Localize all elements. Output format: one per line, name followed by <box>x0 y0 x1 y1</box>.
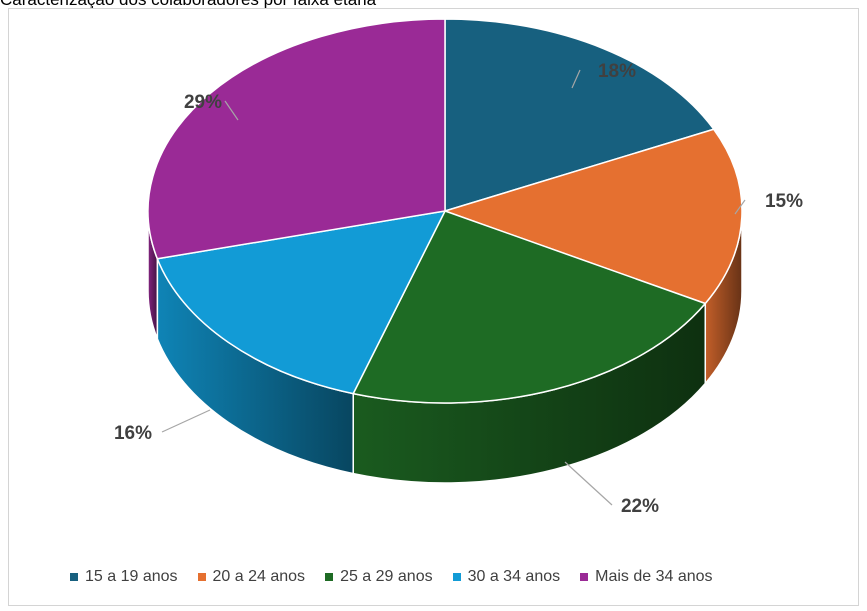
leader-line-0 <box>571 69 581 89</box>
leader-line-2 <box>564 461 613 506</box>
legend-swatch <box>452 573 461 581</box>
data-label-2: 22% <box>621 496 659 517</box>
leader-line-4 <box>224 100 239 121</box>
pie-slice-4 <box>147 18 446 260</box>
pie-slice-1 <box>444 128 743 305</box>
legend-label: 15 a 19 anos <box>85 568 178 585</box>
legend-swatch <box>325 573 334 581</box>
legend-label: 20 a 24 anos <box>212 568 306 585</box>
legend-item-34-plus: Mais de 34 anos <box>580 568 713 586</box>
leader-line-3 <box>161 409 211 433</box>
legend-item-30-34: 30 a 34 anos <box>452 568 561 586</box>
legend-label: 25 a 29 anos <box>340 568 433 585</box>
legend-swatch <box>580 573 589 581</box>
pie-slice-0 <box>444 18 715 212</box>
legend-item-15-19: 15 a 19 anos <box>70 568 178 586</box>
pie-data-labels: 18% 15% 22% 16% 29% <box>114 61 803 517</box>
legend-swatch <box>197 573 206 581</box>
legend-swatch <box>70 573 78 581</box>
legend-label: Mais de 34 anos <box>595 568 713 585</box>
chart-title-text: Caracterização dos colaboradores por fai… <box>0 0 376 9</box>
pie-slice-2 <box>352 210 707 404</box>
chart-legend: 15 a 19 anos 20 a 24 anos 25 a 29 anos 3… <box>70 568 713 586</box>
pie-top <box>147 18 743 404</box>
legend-item-25-29: 25 a 29 anos <box>325 568 433 586</box>
pie-slice-3 <box>156 210 446 395</box>
data-label-0: 18% <box>598 61 636 82</box>
legend-item-20-24: 20 a 24 anos <box>197 568 306 586</box>
data-label-3: 16% <box>114 423 152 444</box>
data-label-1: 15% <box>765 191 803 212</box>
data-label-4: 29% <box>184 92 222 113</box>
leader-line-1 <box>734 199 746 215</box>
legend-label: 30 a 34 anos <box>467 568 561 585</box>
chart-title: Caracterização dos colaboradores por fai… <box>0 0 867 10</box>
